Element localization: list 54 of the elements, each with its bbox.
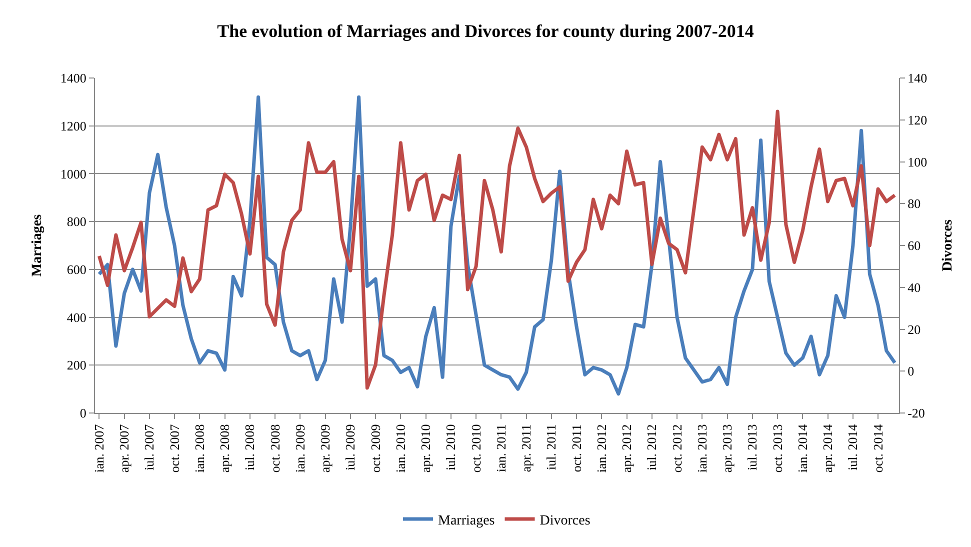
y-tick-label: 1400 — [60, 70, 86, 86]
legend-label: Marriages — [438, 514, 495, 529]
x-tick-label: iul. 2008 — [242, 424, 258, 470]
y-tick-label: 0 — [80, 406, 86, 421]
y2-tick-label: 80 — [908, 196, 921, 212]
y-tick-label: 200 — [66, 358, 86, 373]
y-tick-label: 1000 — [60, 166, 86, 182]
x-tick-label: ian. 2013 — [694, 424, 710, 473]
y2-tick-label: 100 — [908, 154, 928, 170]
y-tick-label: 400 — [66, 310, 86, 325]
y2-tick-label: 0 — [908, 364, 914, 379]
x-tick-label: apr. 2008 — [217, 424, 232, 473]
x-tick-label: iul. 2013 — [744, 424, 760, 470]
x-tick-label: iul. 2009 — [342, 424, 358, 470]
y-tick-label: 1200 — [60, 118, 86, 134]
x-tick-label: apr. 2007 — [116, 424, 132, 473]
y2-tick-label: 120 — [908, 112, 928, 128]
y2-axis-title: Divorces — [940, 219, 956, 272]
x-tick-label: apr. 2012 — [619, 424, 634, 473]
x-tick-label: oct. 2014 — [870, 424, 886, 473]
y2-tick-label: 40 — [908, 280, 921, 295]
y-tick-label: 600 — [66, 262, 86, 277]
x-tick-label: oct. 2009 — [368, 424, 383, 473]
y2-tick-label: 140 — [908, 70, 928, 86]
x-tick-label: oct. 2008 — [267, 424, 282, 473]
x-tick-label: ian. 2011 — [493, 424, 508, 472]
x-tick-label: apr. 2010 — [418, 424, 434, 473]
y-axis-title: Marriages — [30, 214, 45, 277]
x-tick-label: oct. 2010 — [468, 424, 484, 473]
chart-title: The evolution of Marriages and Divorces for county during 2007-2014 — [217, 21, 754, 42]
x-tick-label: ian. 2008 — [192, 424, 207, 473]
x-tick-label: oct. 2007 — [166, 424, 182, 473]
x-tick-label: apr. 2013 — [720, 424, 735, 473]
x-tick-label: oct. 2012 — [669, 424, 684, 473]
x-tick-label: ian. 2009 — [292, 424, 308, 473]
x-tick-label: ian. 2014 — [794, 424, 810, 473]
x-tick-label: oct. 2013 — [770, 424, 785, 473]
x-tick-label: iul. 2014 — [845, 424, 860, 470]
x-tick-label: oct. 2011 — [568, 424, 584, 472]
y2-tick-label: 60 — [908, 238, 921, 254]
x-tick-label: iul. 2011 — [544, 424, 559, 470]
x-tick-label: iul. 2010 — [443, 424, 458, 470]
x-tick-label: ian. 2012 — [594, 424, 609, 473]
x-tick-label: apr. 2011 — [518, 424, 534, 472]
x-tick-label: iul. 2012 — [644, 424, 660, 470]
x-tick-label: ian. 2010 — [392, 424, 408, 473]
x-tick-label: apr. 2009 — [318, 424, 333, 473]
x-tick-label: apr. 2014 — [820, 424, 836, 473]
x-tick-label: ian. 2007 — [91, 424, 106, 473]
y2-tick-label: -20 — [908, 406, 925, 421]
x-tick-label: iul. 2007 — [142, 424, 157, 470]
y-tick-label: 800 — [66, 214, 86, 230]
legend-label: Divorces — [540, 514, 590, 529]
y2-tick-label: 20 — [908, 322, 921, 337]
